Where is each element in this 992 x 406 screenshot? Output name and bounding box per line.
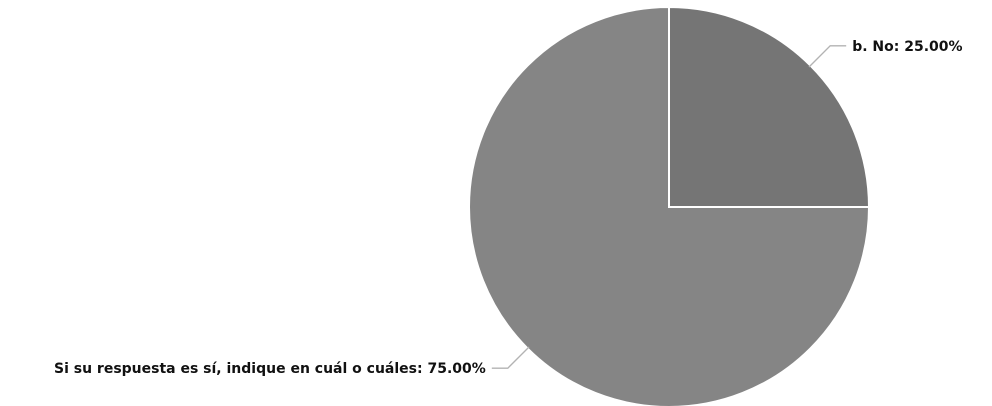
slice-labels: b. No: 25.00% Si su respuesta es sí, indi… <box>54 39 963 377</box>
leader-lines <box>491 45 847 369</box>
pie-slice-1 <box>668 5 871 208</box>
leader-line-2 <box>491 346 530 369</box>
slice-label-2: Si su respuesta es sí, indique en cuál o… <box>54 361 486 377</box>
slice-label-1: b. No: 25.00% <box>852 39 962 55</box>
pie-slices <box>468 5 871 406</box>
leader-line-1 <box>808 45 847 68</box>
